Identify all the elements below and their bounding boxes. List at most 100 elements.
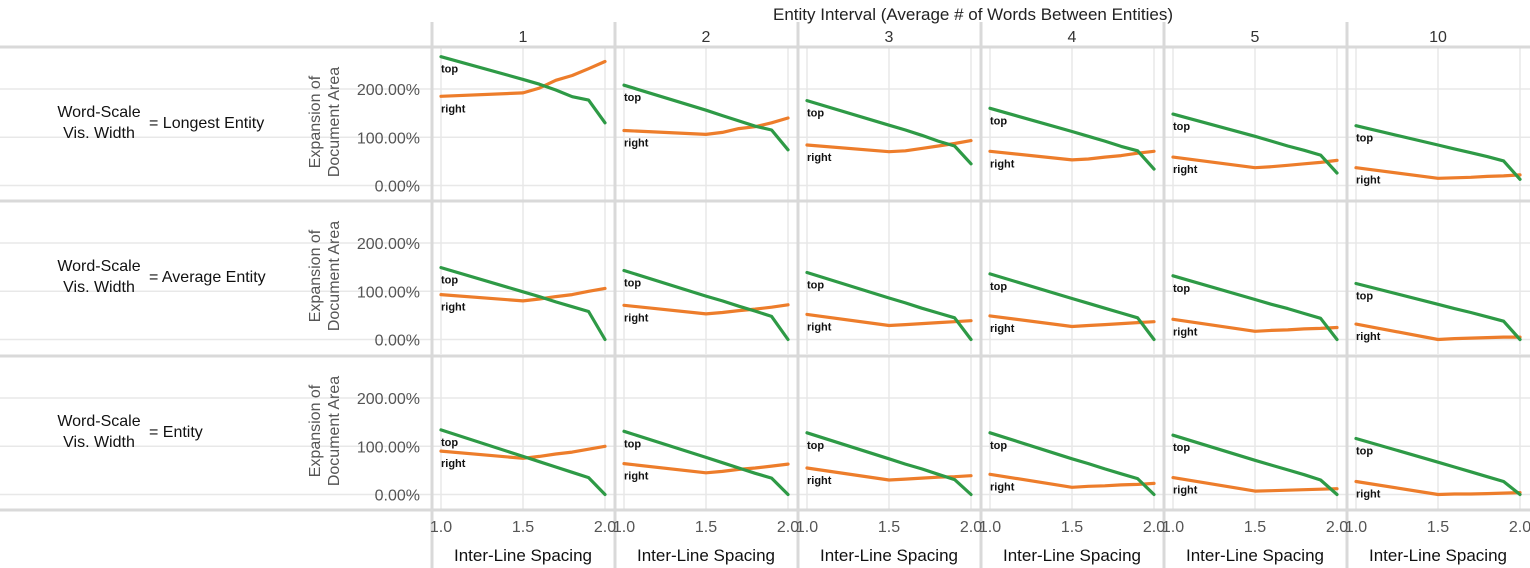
x-tick-label: 1.5	[512, 519, 534, 536]
series-label-right: right	[1356, 175, 1381, 187]
series-line-top	[805, 431, 973, 497]
series-label-top: top	[624, 278, 641, 290]
series-label-top: top	[1356, 291, 1373, 303]
series-label-top: top	[990, 440, 1007, 452]
series-line-right	[439, 444, 607, 460]
series-label-top: top	[990, 115, 1007, 127]
x-tick-label: 1.5	[1244, 519, 1266, 536]
y-axis-label: Expansion of Document Area	[307, 376, 343, 486]
row-header: Word-Scale Vis. Width = Longest Entity	[57, 104, 264, 142]
x-tick-label: 2.0	[1143, 519, 1165, 536]
series-label-right: right	[990, 481, 1015, 493]
series-label-top: top	[1173, 121, 1190, 133]
series-line-top	[1171, 433, 1339, 497]
series-line-right	[1171, 476, 1339, 493]
facet-panel: right top	[1171, 112, 1339, 176]
column-label: 5	[1251, 29, 1260, 46]
series-line-right	[439, 286, 607, 303]
facet-panel: right top	[1354, 281, 1522, 343]
series-line-right	[988, 149, 1156, 162]
row-header-value: = Longest Entity	[149, 115, 264, 132]
y-axis-label: Expansion of Document Area	[307, 67, 343, 177]
series-line-right	[805, 139, 973, 154]
column-label: 2	[702, 29, 711, 46]
y-axis-label-line1: Expansion of	[307, 75, 324, 168]
y-tick-label: 100.00%	[357, 284, 420, 301]
y-axis-label-line2: Document Area	[326, 67, 343, 177]
facet-panel: right top	[988, 106, 1156, 171]
row-header-value: = Entity	[149, 424, 203, 441]
series-line-top	[622, 429, 790, 497]
column-header-title: Entity Interval (Average # of Words Betw…	[773, 5, 1173, 24]
series-label-top: top	[624, 438, 641, 450]
series-label-right: right	[990, 158, 1015, 170]
y-tick-label: 100.00%	[357, 439, 420, 456]
series-label-top: top	[1356, 446, 1373, 458]
series-label-right: right	[807, 152, 832, 164]
series-label-right: right	[990, 323, 1015, 335]
series-line-top	[1354, 281, 1522, 342]
column-label: 1	[519, 29, 528, 46]
facet-panel: right top	[805, 431, 973, 497]
series-label-right: right	[807, 321, 832, 333]
x-tick-label: 1.5	[695, 519, 717, 536]
series-line-top	[622, 268, 790, 342]
row-header-value: = Average Entity	[149, 269, 266, 286]
row-header-line2: Vis. Width	[63, 125, 135, 142]
x-tick-label: 1.0	[430, 519, 452, 536]
column-label: 10	[1429, 29, 1447, 46]
column-label: 4	[1068, 29, 1077, 46]
x-tick-label: 1.5	[1427, 519, 1449, 536]
y-tick-label: 0.00%	[375, 488, 420, 505]
series-label-right: right	[624, 471, 649, 483]
facet-panel: right top	[988, 272, 1156, 342]
row-header-line1: Word-Scale	[57, 258, 140, 275]
row-header: Word-Scale Vis. Width = Average Entity	[57, 258, 265, 296]
series-line-top	[988, 272, 1156, 342]
x-axis-title: Inter-Line Spacing	[1186, 546, 1324, 565]
series-line-right	[1354, 322, 1522, 342]
facet-panel: right top	[439, 55, 607, 125]
series-label-right: right	[441, 458, 466, 470]
series-label-right: right	[441, 302, 466, 314]
series-line-right	[805, 466, 973, 482]
series-line-top	[1354, 124, 1522, 181]
series-line-top	[1171, 112, 1339, 175]
series-line-right	[1354, 166, 1522, 180]
facet-panel: right top	[1171, 274, 1339, 342]
series-label-right: right	[1173, 485, 1198, 497]
column-label: 3	[885, 29, 894, 46]
x-axis-title: Inter-Line Spacing	[1369, 546, 1507, 565]
row-header-line1: Word-Scale	[57, 104, 140, 121]
x-tick-label: 1.0	[1162, 519, 1184, 536]
x-tick-label: 2.0	[1509, 519, 1530, 536]
series-label-right: right	[1173, 164, 1198, 176]
series-line-top	[439, 55, 607, 125]
series-line-top	[988, 431, 1156, 497]
row-header-line1: Word-Scale	[57, 413, 140, 430]
series-label-top: top	[807, 279, 824, 291]
y-axis-label: Expansion of Document Area	[307, 221, 343, 331]
facet-panel: right top	[622, 268, 790, 342]
y-tick-label: 200.00%	[357, 391, 420, 408]
row-header-line2: Vis. Width	[63, 279, 135, 296]
series-label-top: top	[1173, 442, 1190, 454]
facet-panel: right top	[1354, 436, 1522, 500]
series-line-right	[988, 314, 1156, 329]
series-line-top	[1171, 274, 1339, 342]
facet-panel: right top	[805, 98, 973, 166]
facet-dividers	[0, 22, 1530, 568]
series-line-top	[439, 266, 607, 342]
y-tick-label: 0.00%	[375, 333, 420, 350]
series-line-right	[988, 472, 1156, 489]
series-label-right: right	[624, 138, 649, 150]
series-label-top: top	[1173, 283, 1190, 295]
x-tick-label: 2.0	[960, 519, 982, 536]
series-label-right: right	[807, 475, 832, 487]
series-line-top	[439, 428, 607, 497]
series-line-top	[622, 83, 790, 152]
row-header: Word-Scale Vis. Width = Entity	[57, 413, 202, 451]
series-line-right	[439, 59, 607, 98]
series-label-top: top	[990, 281, 1007, 293]
